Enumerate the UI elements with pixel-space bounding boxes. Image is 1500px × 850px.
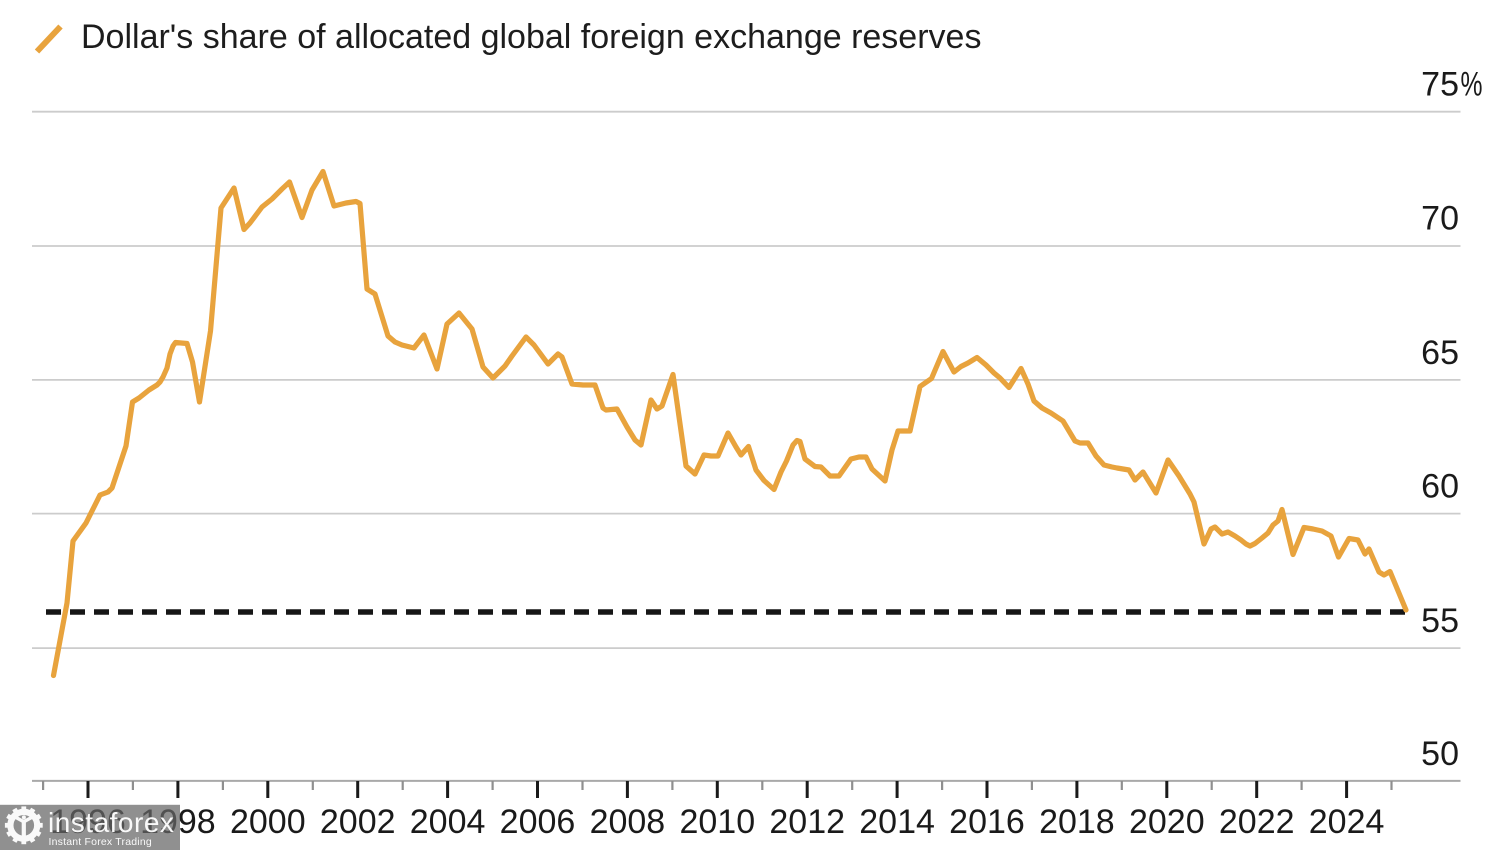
svg-text:2020: 2020 [1129,803,1205,841]
svg-text:Dollar's share of allocated gl: Dollar's share of allocated global forei… [81,18,981,56]
svg-text:50: 50 [1421,735,1459,773]
svg-text:2022: 2022 [1219,803,1295,841]
svg-text:2016: 2016 [949,803,1025,841]
svg-text:2002: 2002 [320,803,396,841]
svg-text:Instant Forex Trading: Instant Forex Trading [49,836,152,848]
svg-text:55: 55 [1421,602,1459,640]
svg-text:instaforex: instaforex [48,807,174,838]
svg-text:70: 70 [1421,200,1459,238]
svg-text:2008: 2008 [590,803,666,841]
svg-text:75: 75 [1421,66,1459,104]
svg-text:2000: 2000 [230,803,306,841]
svg-text:2004: 2004 [410,803,486,841]
svg-text:2014: 2014 [859,803,935,841]
svg-text:2024: 2024 [1309,803,1385,841]
svg-text:60: 60 [1421,468,1459,506]
svg-text:2010: 2010 [679,803,755,841]
svg-text:2006: 2006 [500,803,576,841]
svg-text:2018: 2018 [1039,803,1115,841]
svg-text:%: % [1461,66,1483,104]
svg-text:2012: 2012 [769,803,845,841]
svg-text:65: 65 [1421,334,1459,372]
